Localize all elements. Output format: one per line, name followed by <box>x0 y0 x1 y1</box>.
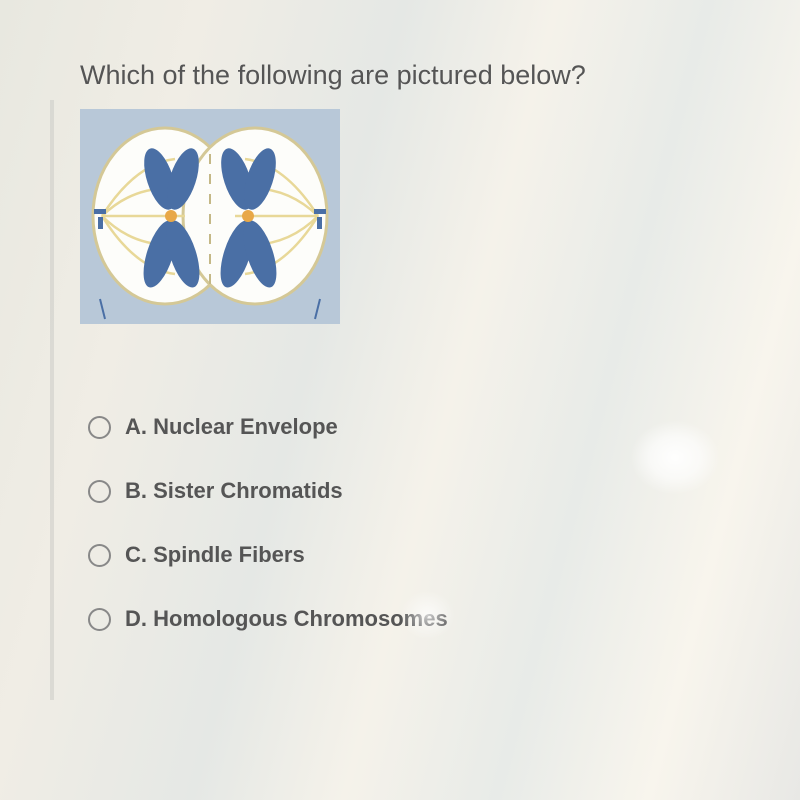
option-d-text: D. Homologous Chromosomes <box>125 606 448 632</box>
option-d[interactable]: D. Homologous Chromosomes <box>88 606 800 632</box>
centriole <box>94 209 106 214</box>
question-prompt: Which of the following are pictured belo… <box>80 60 800 91</box>
diagram-svg <box>80 109 340 324</box>
centriole-bottom <box>100 299 105 319</box>
radio-unchecked-icon[interactable] <box>88 416 111 439</box>
option-a-text: A. Nuclear Envelope <box>125 414 338 440</box>
option-a[interactable]: A. Nuclear Envelope <box>88 414 800 440</box>
radio-unchecked-icon[interactable] <box>88 544 111 567</box>
centromere <box>242 210 254 222</box>
radio-unchecked-icon[interactable] <box>88 480 111 503</box>
option-b[interactable]: B. Sister Chromatids <box>88 478 800 504</box>
centriole-bottom <box>315 299 320 319</box>
centromere <box>165 210 177 222</box>
option-c-text: C. Spindle Fibers <box>125 542 305 568</box>
option-b-text: B. Sister Chromatids <box>125 478 343 504</box>
answer-options: A. Nuclear Envelope B. Sister Chromatids… <box>80 414 800 632</box>
centriole <box>98 217 103 229</box>
left-divider <box>50 100 54 700</box>
option-c[interactable]: C. Spindle Fibers <box>88 542 800 568</box>
radio-unchecked-icon[interactable] <box>88 608 111 631</box>
cell-diagram <box>80 109 340 324</box>
centriole <box>317 217 322 229</box>
centriole <box>314 209 326 214</box>
